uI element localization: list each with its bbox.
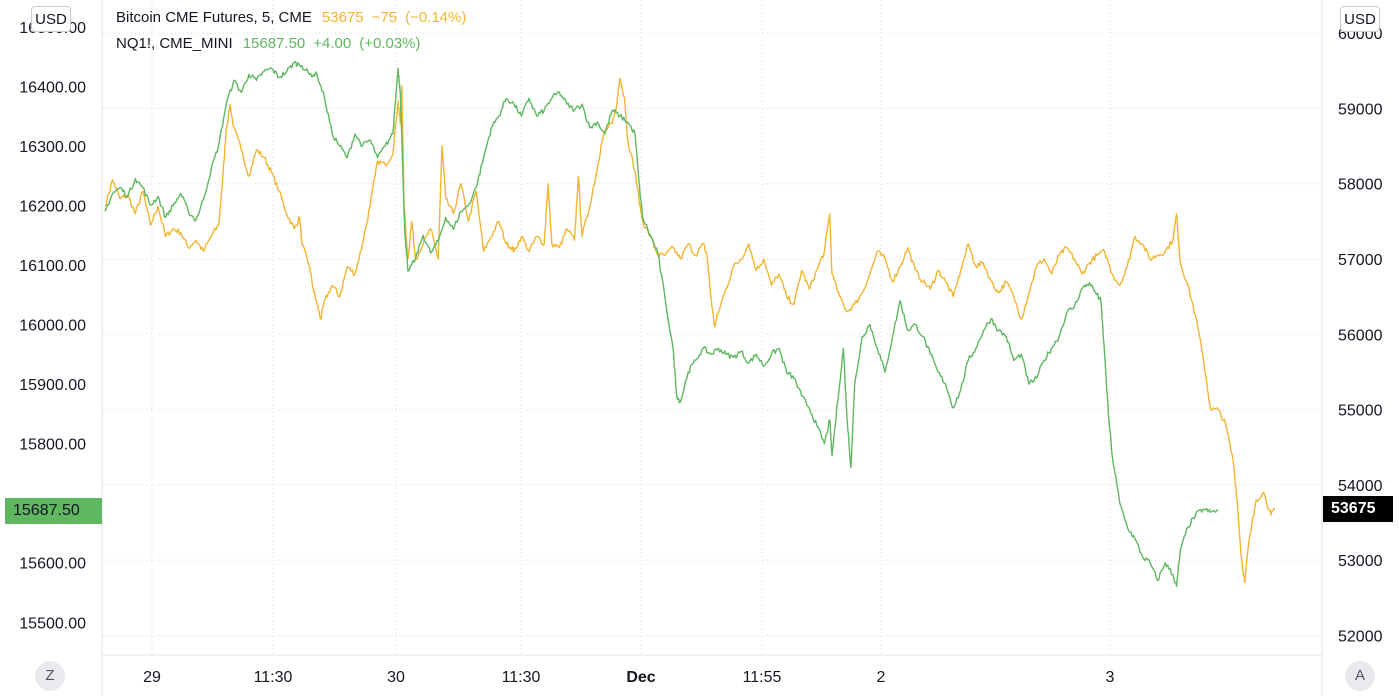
series-line-nq bbox=[104, 60, 1219, 588]
left-price-axis[interactable]: 15500.0015600.0015700.0015800.0015900.00… bbox=[19, 20, 86, 632]
left-axis-tick-label: 16400.00 bbox=[19, 79, 86, 96]
legend-series-nq-name: NQ1!, CME_MINI bbox=[116, 35, 233, 52]
time-axis-label: 2 bbox=[877, 669, 886, 686]
right-axis-tick-label: 53000 bbox=[1338, 553, 1383, 570]
legend-series-btc-name: Bitcoin CME Futures, 5, CME bbox=[116, 9, 312, 26]
series-layer bbox=[104, 60, 1276, 588]
right-price-axis[interactable]: 52000 53000 54000 55000 56000 57000 58000 59000… bbox=[1338, 26, 1383, 645]
left-last-price-tag: 15687.50 bbox=[5, 497, 102, 524]
auto-scale-button[interactable]: A bbox=[1345, 661, 1375, 691]
legend-series-nq-change-pct: (+0.03%) bbox=[359, 35, 421, 52]
left-currency-button[interactable]: USD bbox=[31, 6, 71, 32]
right-currency-button[interactable]: USD bbox=[1340, 6, 1380, 32]
time-axis-label: 11:30 bbox=[254, 669, 293, 686]
left-axis-tick-label: 16200.00 bbox=[19, 198, 86, 215]
left-axis-tick-label: 15900.00 bbox=[19, 377, 86, 394]
zoom-button[interactable]: Z bbox=[35, 661, 65, 691]
legend-series-btc-change: −75 bbox=[371, 9, 398, 26]
time-axis-label: 11:55 bbox=[743, 669, 782, 686]
legend-series-nq-value: 15687.50 bbox=[242, 35, 306, 52]
right-axis-tick-label: 58000 bbox=[1338, 177, 1383, 194]
legend-series-nq[interactable]: NQ1!, CME_MINI 15687.50 +4.00 (+0.03%) bbox=[116, 35, 429, 52]
time-axis-label: 29 bbox=[143, 669, 161, 686]
left-axis-tick-label: 16000.00 bbox=[19, 318, 86, 335]
legend-series-btc[interactable]: Bitcoin CME Futures, 5, CME 53675 −75 (−0.1… bbox=[116, 9, 474, 26]
right-last-price-tag: 53675 bbox=[1323, 496, 1393, 523]
right-axis-tick-label: 55000 bbox=[1338, 403, 1383, 420]
right-axis-tick-label: 56000 bbox=[1338, 327, 1383, 344]
time-axis-label: 3 bbox=[1106, 669, 1115, 686]
left-axis-tick-label: 15600.00 bbox=[19, 556, 86, 573]
left-axis-tick-label: 15800.00 bbox=[19, 437, 86, 454]
left-axis-tick-label: 16100.00 bbox=[19, 258, 86, 275]
legend-series-btc-change-pct: (−0.14%) bbox=[405, 9, 467, 26]
series-line-btc bbox=[104, 77, 1276, 584]
chart-grid bbox=[103, 0, 1321, 655]
time-axis-label: 11:30 bbox=[502, 669, 541, 686]
left-axis-tick-label: 16300.00 bbox=[19, 139, 86, 156]
left-axis-tick-label: 15500.00 bbox=[19, 615, 86, 632]
right-axis-tick-label: 52000 bbox=[1338, 628, 1383, 645]
legend-series-btc-value: 53675 bbox=[321, 9, 364, 26]
time-axis[interactable]: 29 11:30 30 11:30 Dec 11:55 2 3 bbox=[143, 669, 1114, 686]
right-axis-tick-label: 59000 bbox=[1338, 101, 1383, 118]
legend-series-nq-change: +4.00 bbox=[313, 35, 352, 52]
time-axis-label: 30 bbox=[387, 669, 405, 686]
right-axis-tick-label: 57000 bbox=[1338, 252, 1383, 269]
time-axis-label: Dec bbox=[626, 669, 655, 686]
right-axis-tick-label: 54000 bbox=[1338, 478, 1383, 495]
